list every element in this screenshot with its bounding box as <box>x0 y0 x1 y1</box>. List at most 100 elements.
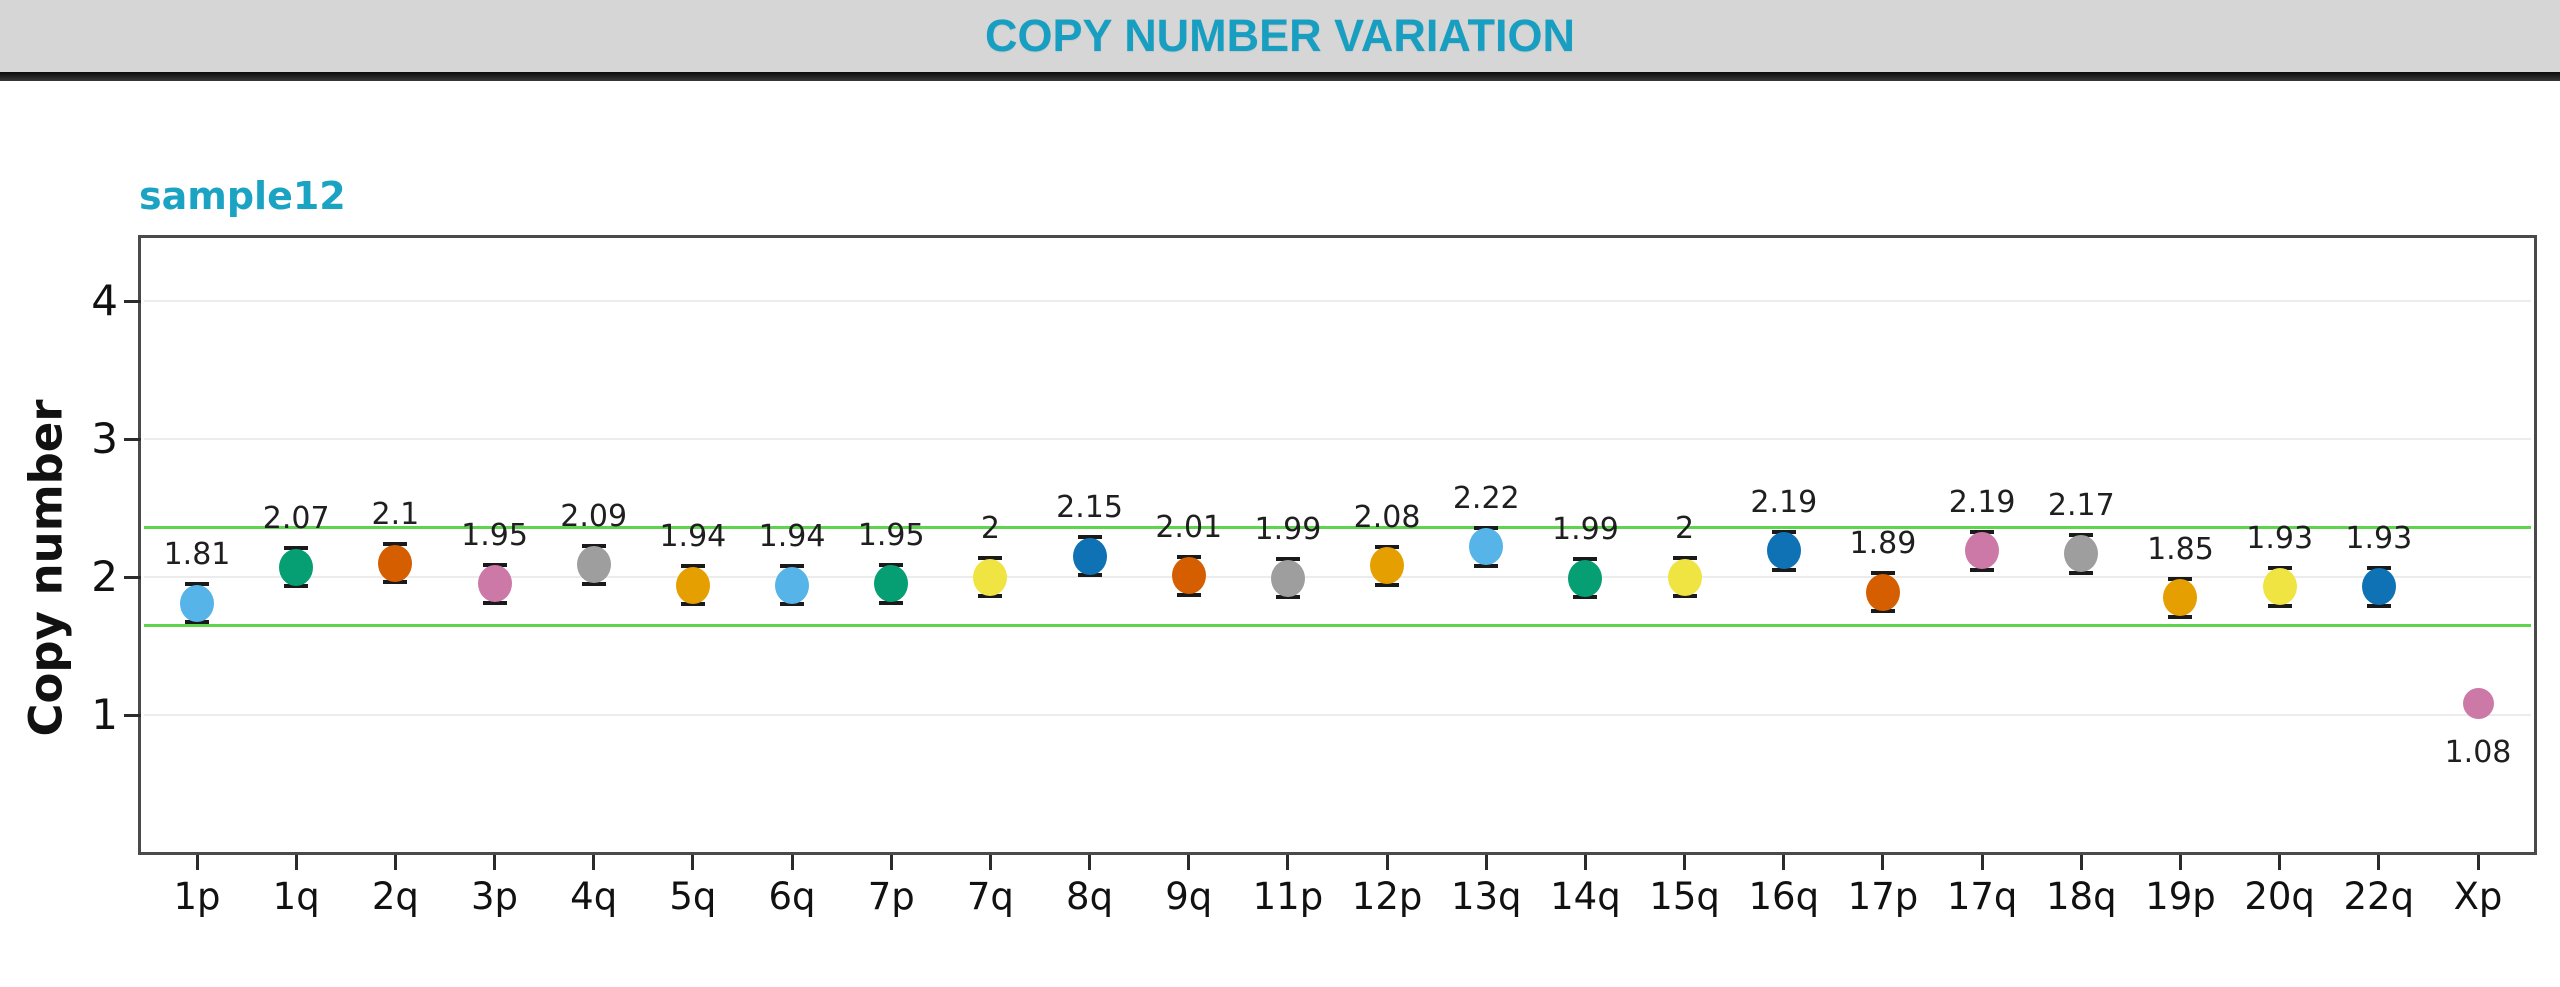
x-axis-tick <box>691 855 695 870</box>
y-tick-label: 4 <box>91 276 118 325</box>
x-axis-tick <box>2476 855 2480 870</box>
data-point-label: 2.15 <box>1056 490 1123 526</box>
x-axis-tick <box>1683 855 1687 870</box>
data-point-marker <box>180 584 214 622</box>
data-point-label: 2.09 <box>560 498 628 534</box>
error-cap-bottom <box>1375 582 1400 587</box>
x-tick-label: 14q <box>1550 875 1621 918</box>
x-tick-label: 19p <box>2145 875 2216 918</box>
error-cap-top <box>2267 565 2292 570</box>
data-point-label: 1.93 <box>2345 520 2413 556</box>
x-axis-tick <box>2079 855 2083 870</box>
data-point-label: 1.89 <box>1849 526 1917 562</box>
data-point-marker <box>477 565 512 603</box>
page-title: COPY NUMBER VARIATION <box>984 10 1576 61</box>
grid-line <box>144 576 2531 578</box>
x-tick-label: 1q <box>272 875 320 918</box>
grid-line <box>144 438 2531 440</box>
x-tick-label: 11p <box>1252 875 1324 918</box>
error-cap-bottom <box>1870 609 1895 614</box>
data-point-label: 1.94 <box>659 519 727 555</box>
x-tick-label: 13q <box>1450 875 1522 918</box>
data-point-marker <box>576 546 611 584</box>
error-cap-top <box>1275 557 1300 562</box>
error-cap-top <box>1771 529 1796 534</box>
x-axis-tick <box>1286 855 1290 870</box>
data-point-label: 2.17 <box>2047 487 2115 523</box>
data-point-label: 1.95 <box>857 517 925 553</box>
error-cap-top <box>482 562 507 567</box>
x-tick-label: 4q <box>570 875 618 918</box>
x-tick-label: 17q <box>1946 875 2018 918</box>
error-cap-bottom <box>581 581 606 586</box>
x-axis-tick <box>592 855 596 870</box>
data-point-marker <box>2064 535 2099 573</box>
y-tick-label: 2 <box>91 552 118 601</box>
y-tick-label: 3 <box>91 414 118 463</box>
x-tick-label: 9q <box>1165 875 1213 918</box>
data-point-label: 1.94 <box>758 519 826 555</box>
data-point-marker <box>279 548 314 586</box>
error-cap-top <box>284 546 309 551</box>
data-point-marker <box>1270 559 1305 597</box>
x-tick-label: 20q <box>2244 875 2315 918</box>
data-point-marker <box>973 558 1008 596</box>
error-cap-top <box>2168 576 2193 581</box>
error-cap-top <box>1474 525 1499 530</box>
x-axis-tick <box>1980 855 1984 870</box>
error-cap-top <box>879 562 904 567</box>
x-axis-tick <box>1782 855 1786 870</box>
data-point-marker <box>2262 568 2297 606</box>
error-cap-bottom <box>879 600 904 605</box>
x-tick-label: 2q <box>371 875 419 918</box>
error-cap-top <box>680 564 705 569</box>
data-point-marker <box>1370 547 1405 585</box>
error-cap-top <box>1375 544 1400 549</box>
error-cap-bottom <box>185 620 209 625</box>
error-cap-bottom <box>1771 567 1796 572</box>
data-point-marker <box>2361 568 2396 606</box>
data-point-marker <box>2163 579 2198 617</box>
data-point-marker <box>675 566 710 604</box>
x-tick-label: 8q <box>1066 875 1114 918</box>
data-point-label: 2 <box>1675 511 1695 546</box>
error-cap-bottom <box>1474 563 1499 568</box>
data-point-marker <box>1171 557 1206 595</box>
error-cap-bottom <box>1970 567 1995 572</box>
y-axis-tick <box>124 713 141 717</box>
x-tick-label: 15q <box>1649 875 1720 918</box>
x-tick-label: 7p <box>867 875 915 918</box>
data-point-marker <box>1865 573 1900 611</box>
data-point-label: 2.01 <box>1155 509 1223 545</box>
x-tick-label: Xp <box>2453 875 2503 918</box>
data-point-label: 1.95 <box>461 517 528 553</box>
data-point-label: 1.08 <box>2444 734 2512 770</box>
x-axis-tick <box>195 855 199 870</box>
error-cap-top <box>383 542 408 547</box>
x-axis-tick <box>988 855 992 870</box>
x-axis-tick <box>1385 855 1389 870</box>
error-cap-bottom <box>482 600 507 605</box>
data-point-label: 1.85 <box>2147 531 2214 567</box>
data-point-marker <box>378 544 413 582</box>
data-point-marker <box>2462 688 2494 720</box>
error-cap-bottom <box>2069 570 2094 575</box>
x-axis-tick <box>2278 855 2282 870</box>
x-tick-label: 16q <box>1748 875 1820 918</box>
error-cap-top <box>978 556 1003 560</box>
error-cap-top <box>185 582 209 587</box>
error-cap-top <box>1870 571 1895 576</box>
data-point-label: 2 <box>980 511 1000 546</box>
x-axis-tick <box>1881 855 1885 870</box>
error-cap-bottom <box>680 602 705 607</box>
data-point-label: 2.19 <box>1948 484 2016 520</box>
error-cap-top <box>1176 554 1201 559</box>
error-cap-bottom <box>383 580 408 585</box>
error-cap-bottom <box>1672 594 1697 598</box>
x-axis-tick <box>493 855 497 870</box>
x-tick-label: 3p <box>471 875 519 918</box>
error-cap-bottom <box>780 602 805 607</box>
data-point-label: 1.99 <box>1552 512 1619 548</box>
x-axis-tick <box>1187 855 1191 870</box>
data-point-marker <box>1766 532 1801 570</box>
